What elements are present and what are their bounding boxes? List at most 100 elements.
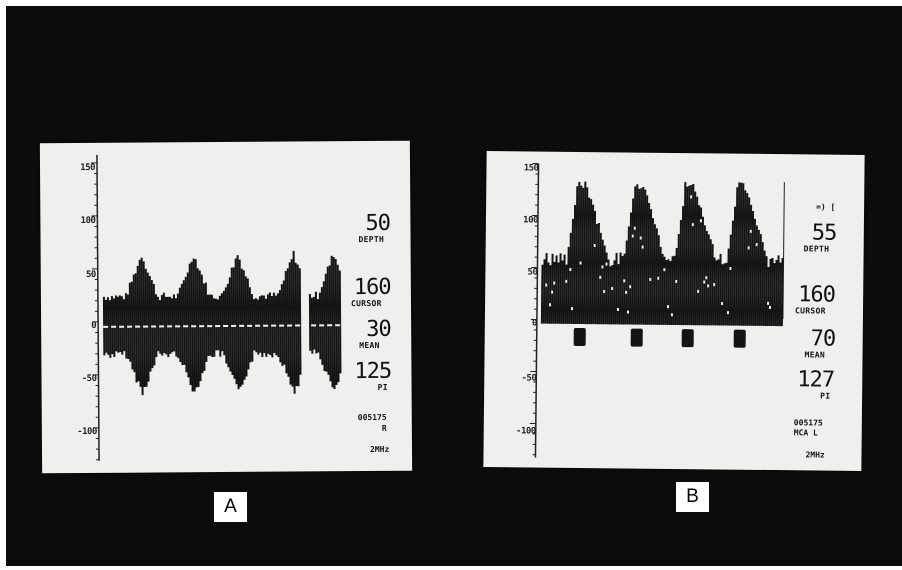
- waveform-b-column: [554, 255, 558, 324]
- waveform-b-notch: [733, 329, 746, 348]
- waveform-b-column: [762, 250, 766, 326]
- waveform-a-column: [334, 258, 338, 385]
- waveform-b-speckle: [767, 301, 770, 305]
- waveform-b-column: [718, 253, 722, 326]
- scale-label-150: 150: [80, 162, 96, 174]
- waveform-b-column: [596, 222, 600, 325]
- waveform-b-column: [550, 253, 554, 324]
- waveform-a-column: [212, 298, 216, 357]
- waveform-b-column: [660, 253, 664, 325]
- mean-value: 30: [366, 316, 391, 343]
- waveform-b-column: [642, 189, 647, 325]
- waveform-b-column: [630, 198, 635, 325]
- cursor-marker: =) [: [816, 202, 836, 212]
- waveform-b-column: [680, 206, 685, 326]
- waveform-a-column: [204, 282, 208, 362]
- waveform-a-column: [152, 284, 156, 366]
- waveform-a-column: [208, 294, 212, 356]
- waveform-b-column: [760, 242, 764, 326]
- waveform-b-column: [580, 187, 585, 325]
- waveform-a-column: [248, 287, 252, 363]
- waveform-a-column: [116, 296, 120, 353]
- waveform-b-column: [728, 234, 732, 326]
- waveform-a-column: [148, 275, 152, 372]
- waveform-b-column: [628, 212, 633, 325]
- waveform-b-column: [714, 260, 718, 326]
- waveform-a-column: [258, 296, 262, 353]
- waveform-b-column: [694, 196, 699, 326]
- waveform-a-column: [216, 299, 220, 351]
- waveform-a-column: [316, 299, 320, 353]
- waveform-a-column: [144, 268, 148, 387]
- waveform-b-column: [604, 252, 608, 325]
- depth-label: DEPTH: [803, 244, 830, 254]
- waveform-a-column: [128, 282, 132, 362]
- waveform-a-column: [236, 255, 240, 390]
- waveform-b-speckle: [769, 306, 772, 310]
- waveform-b-column: [722, 263, 726, 326]
- waveform-b-column: [712, 257, 716, 326]
- waveform-b-speckle: [713, 283, 716, 287]
- study-id: 005175: [793, 418, 823, 428]
- waveform-b-column: [662, 256, 666, 325]
- scale-label-150: 150: [523, 163, 539, 174]
- waveform-b-speckle: [675, 280, 678, 284]
- waveform-a-column: [286, 268, 290, 377]
- waveform-a-column: [264, 298, 268, 357]
- waveform-b-column: [730, 220, 734, 326]
- scale-label-50: 50: [85, 269, 96, 280]
- waveform-a-column: [202, 283, 206, 371]
- waveform-a-column: [138, 259, 142, 387]
- panel-label-b: B: [676, 482, 709, 512]
- waveform-b-speckle: [639, 236, 642, 240]
- waveform-b-column: [566, 246, 570, 324]
- waveform-b-column: [752, 218, 756, 326]
- waveform-b-column: [720, 264, 724, 326]
- waveform-a-column: [244, 276, 248, 377]
- waveform-b-speckle: [755, 243, 758, 247]
- waveform-a-texture: [102, 250, 342, 396]
- waveform-b-column: [592, 210, 597, 325]
- waveform-b-notch: [630, 328, 643, 347]
- waveform-b-column: [740, 183, 745, 326]
- waveform-b-column: [726, 248, 730, 326]
- waveform-b-column: [540, 264, 544, 324]
- waveform-b-column: [556, 262, 560, 324]
- waveform-a-column: [282, 280, 286, 365]
- waveform-b-column: [652, 224, 656, 325]
- waveform-a-column: [298, 268, 302, 375]
- waveform-b-column: [702, 225, 706, 326]
- waveform-a-column: [276, 293, 280, 357]
- waveform-b-column: [674, 248, 678, 326]
- waveform-b-speckle: [545, 283, 548, 287]
- waveform-b-speckle: [697, 289, 700, 293]
- waveform-b-speckle: [549, 303, 552, 307]
- waveform-b-speckle: [649, 277, 652, 281]
- waveform-b-speckle: [663, 268, 666, 272]
- waveform-b-column: [748, 204, 753, 326]
- waveform-b-column: [586, 197, 591, 325]
- waveform-b-column: [732, 206, 737, 326]
- waveform-b-column: [780, 257, 784, 327]
- waveform-b-column: [768, 258, 772, 327]
- waveform-a-column: [256, 299, 260, 355]
- waveform-b-speckle: [667, 305, 670, 309]
- waveform-b-speckle: [569, 267, 572, 271]
- scale-label-100: 100: [523, 215, 538, 226]
- waveform-b-column: [754, 225, 758, 326]
- waveform-b-column: [766, 267, 770, 326]
- waveform-b-column: [684, 186, 689, 326]
- waveform-b-speckle: [601, 265, 604, 269]
- waveform-a-column: [124, 293, 128, 359]
- waveform-a-column: [336, 264, 340, 383]
- waveform-b-notch: [681, 329, 694, 348]
- waveform-b-column: [542, 259, 546, 324]
- waveform-a-column: [238, 259, 242, 387]
- waveform-b-speckle: [699, 219, 702, 223]
- waveform-b-column: [640, 187, 645, 325]
- waveform-b-column: [588, 199, 593, 325]
- waveform-b-column: [624, 240, 628, 325]
- waveform-a-column: [108, 300, 112, 358]
- depth-label: DEPTH: [358, 234, 385, 245]
- waveform-b-column: [756, 229, 760, 326]
